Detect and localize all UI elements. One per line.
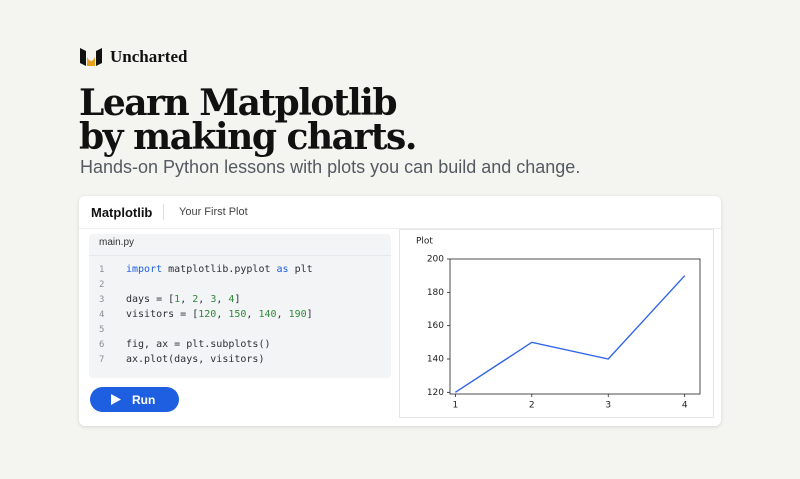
code-token: plt	[288, 264, 313, 275]
x-tick-label: 3	[605, 401, 611, 411]
code-line: 3 days = [1, 2, 3, 4]	[99, 294, 240, 305]
code-token: 140	[258, 309, 277, 320]
code-token: ]	[306, 309, 313, 320]
run-label: Run	[132, 393, 156, 407]
code-token: ,	[276, 309, 289, 320]
code-token: ,	[216, 294, 229, 305]
code-token: as	[276, 264, 289, 275]
divider	[89, 255, 391, 256]
logo	[80, 48, 102, 66]
code-token: 190	[288, 309, 307, 320]
x-tick-label: 2	[529, 401, 535, 411]
line	[454, 275, 686, 393]
code-line: 2	[99, 279, 126, 290]
plot-frame	[449, 258, 701, 395]
code-line: 5	[99, 324, 126, 335]
chart-title: Plot	[416, 237, 433, 247]
code-line: 4 visitors = [120, 150, 140, 190]	[99, 309, 313, 320]
code-token: 2	[192, 294, 199, 305]
chart: Plot 120 140 160 180 200 1 2 3 4	[416, 237, 701, 411]
code-token: 120	[198, 309, 217, 320]
line-number: 3	[99, 295, 105, 305]
headline: by making charts.	[79, 116, 417, 158]
code-token: 150	[228, 309, 247, 320]
code-token: 4	[228, 294, 235, 305]
code-panel	[89, 234, 391, 378]
code-token: days = [	[126, 294, 175, 305]
headline: Learn Matplotlib	[79, 82, 398, 124]
code-token: 3	[210, 294, 217, 305]
code-token: ,	[246, 309, 259, 320]
x-tick-label: 4	[682, 401, 688, 411]
y-tick-label: 180	[427, 288, 444, 298]
divider	[79, 228, 721, 229]
code-token: import	[126, 264, 163, 275]
y-tick-label: 120	[427, 388, 444, 398]
y-tick-label: 140	[427, 355, 444, 365]
code-token: visitors = [	[126, 309, 199, 320]
code-line: 1 import matplotlib.pyplot as plt	[99, 264, 313, 275]
code-token: ,	[198, 294, 211, 305]
line-number: 6	[99, 340, 105, 350]
x-tick-label: 1	[452, 401, 458, 411]
code-token: ax.plot(days, visitors)	[126, 354, 265, 365]
line-number: 5	[99, 325, 105, 335]
code-line: 6 fig, ax = plt.subplots()	[99, 339, 271, 350]
code-token: 1	[174, 294, 181, 305]
line-number: 2	[99, 280, 105, 290]
line-number: 7	[99, 355, 105, 365]
run-button[interactable]: Run	[90, 387, 179, 412]
brand: Uncharted	[110, 47, 188, 66]
code-token: matplotlib.pyplot	[162, 264, 277, 275]
code-token: ]	[234, 294, 241, 305]
y-tick-label: 160	[427, 321, 444, 331]
y-tick-label: 200	[427, 255, 444, 265]
file-name: main.py	[99, 237, 135, 248]
code-token: ,	[216, 309, 229, 320]
play-icon	[111, 394, 121, 405]
line-number: 1	[99, 265, 105, 275]
code-token: fig, ax = plt.subplots()	[126, 339, 271, 350]
tab[interactable]: Matplotlib	[91, 205, 153, 220]
code-token: ,	[180, 294, 193, 305]
line-number: 4	[99, 310, 105, 320]
subtitle: Hands-on Python lessons with plots you c…	[80, 157, 581, 177]
code-line: 7 ax.plot(days, visitors)	[99, 354, 264, 365]
divider	[163, 204, 164, 220]
tab[interactable]: Your First Plot	[179, 206, 248, 218]
plot-panel: Plot 120 140 160 180 200 1 2 3 4	[399, 229, 714, 418]
